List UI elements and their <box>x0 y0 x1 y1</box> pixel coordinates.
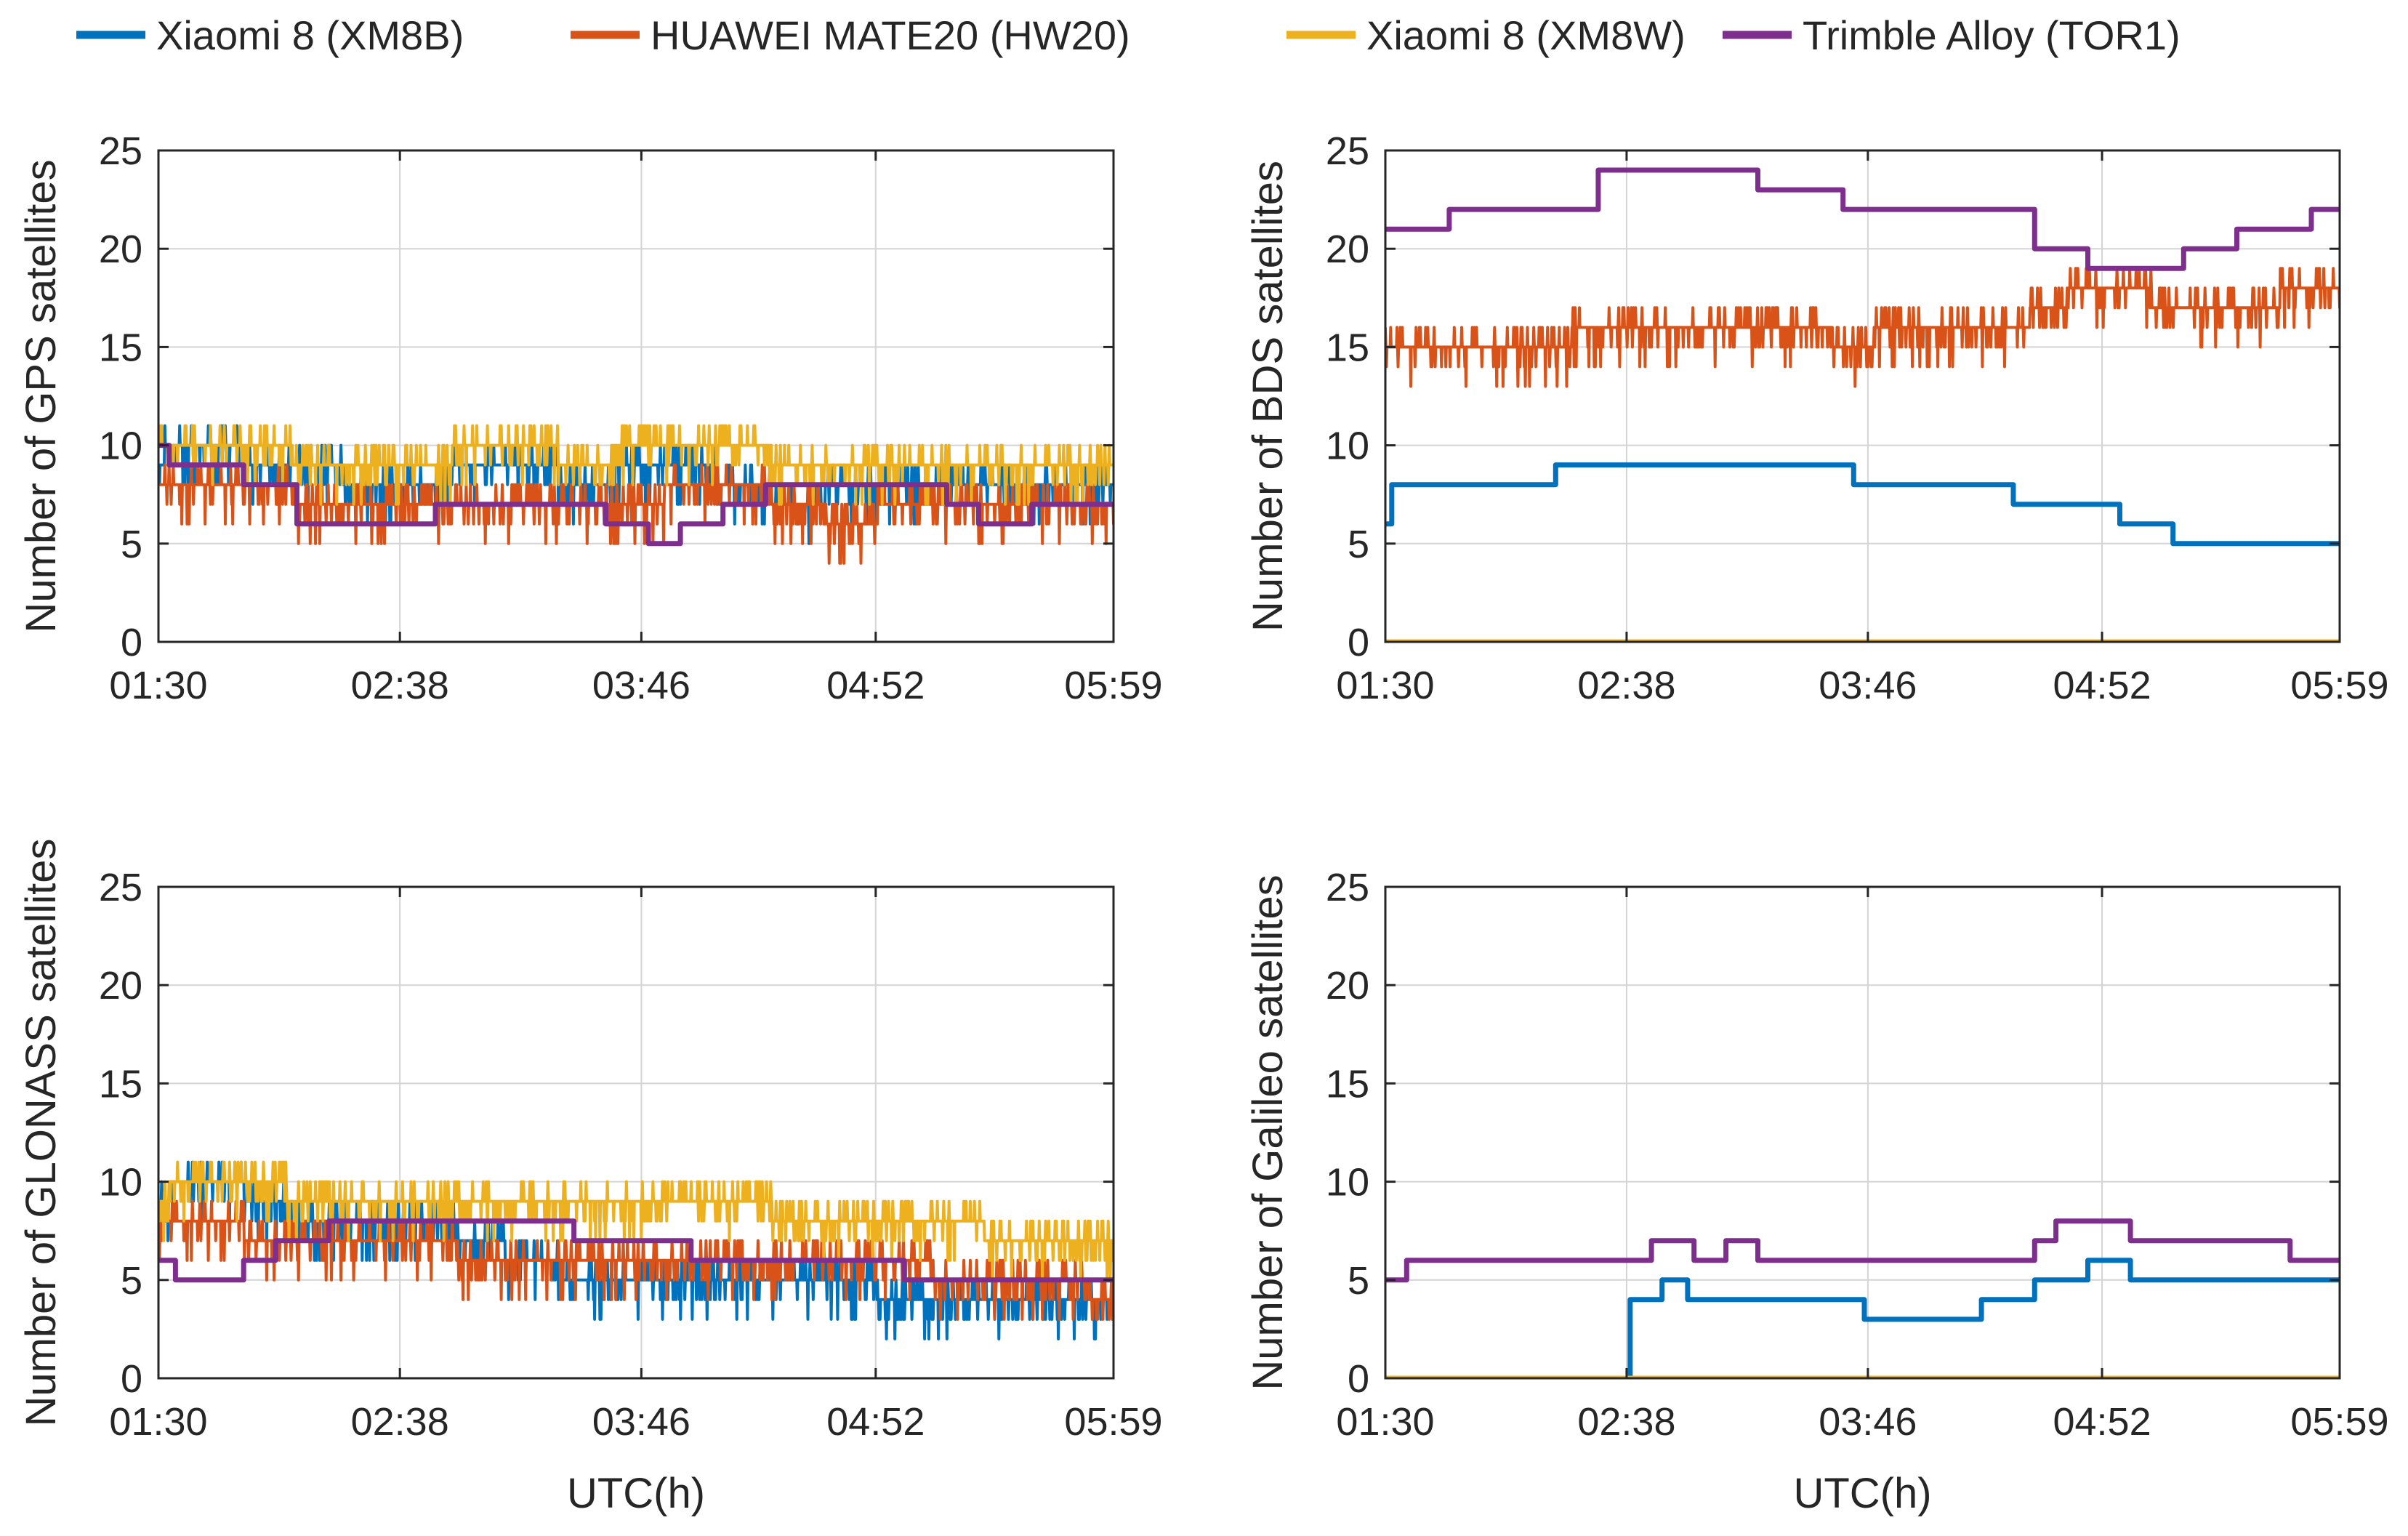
legend-label-xm8w: Xiaomi 8 (XM8W) <box>1366 12 1686 58</box>
gps-y-tick-label: 20 <box>99 228 142 271</box>
gps-axes-box <box>157 149 1115 643</box>
galileo-y-axis-label: Number of Galileo satellites <box>1244 874 1292 1390</box>
galileo-y-tick-label: 10 <box>1326 1161 1369 1205</box>
galileo-axes-box <box>1384 885 2341 1380</box>
gps-x-tick-label: 01:30 <box>109 664 207 707</box>
gps-series-xiaomi-8-xm8w <box>158 424 1114 506</box>
glonass-series-trimble-alloy-tor1 <box>158 1218 1114 1283</box>
glonass-x-tick-label: 02:38 <box>351 1400 449 1444</box>
galileo-y-tick-label: 5 <box>1348 1259 1369 1303</box>
gps-y-tick-label: 10 <box>99 425 142 468</box>
glonass-axes-box <box>157 885 1115 1380</box>
gps-panel: 01:30 02:38 03:46 04:52 05:59 0 5 10 15 20 25 Numbe… <box>17 129 1163 707</box>
gps-x-tick-label: 05:59 <box>1064 664 1162 707</box>
galileo-x-tick-label: 05:59 <box>2290 1400 2388 1444</box>
glonass-series-xiaomi-8-xm8w <box>158 1160 1114 1282</box>
gps-series-trimble-alloy-tor1 <box>158 443 1114 547</box>
glonass-y-tick-label: 15 <box>99 1062 142 1106</box>
galileo-x-tick-label: 03:46 <box>1819 1400 1917 1444</box>
gps-x-tick-label: 03:46 <box>592 664 690 707</box>
bds-x-tick-label: 05:59 <box>2290 664 2388 707</box>
bds-y-tick-label: 5 <box>1348 523 1369 566</box>
galileo-y-tick-label: 15 <box>1326 1062 1369 1106</box>
glonass-x-tick-label: 01:30 <box>109 1400 207 1444</box>
bds-y-tick-label: 25 <box>1326 129 1369 173</box>
glonass-y-tick-label: 10 <box>99 1161 142 1205</box>
galileo-series-trimble-alloy-tor1 <box>1385 1218 2340 1283</box>
bds-y-tick-label: 15 <box>1326 326 1369 369</box>
bds-panel: 01:30 02:38 03:46 04:52 05:59 0 5 10 15 20 25 Numbe… <box>1244 129 2389 707</box>
gps-y-tick-label: 15 <box>99 326 142 369</box>
bds-axes-box <box>1384 149 2341 643</box>
glonass-panel: 01:30 02:38 03:46 04:52 05:59 0 5 10 15 20 25 Numbe… <box>17 838 1163 1517</box>
galileo-y-tick-label: 25 <box>1326 866 1369 909</box>
galileo-x-axis-label: UTC(h) <box>1793 1470 1931 1517</box>
galileo-y-tick-label: 0 <box>1348 1357 1369 1401</box>
legend-label-xm8b: Xiaomi 8 (XM8B) <box>156 12 464 58</box>
galileo-y-tick-label: 20 <box>1326 964 1369 1008</box>
gps-plot-area <box>158 150 1114 642</box>
gps-x-tick-label: 04:52 <box>826 664 925 707</box>
gps-y-tick-label: 25 <box>99 129 142 173</box>
gps-x-tick-label: 02:38 <box>351 664 449 707</box>
gps-y-axis-label: Number of GPS satellites <box>17 159 65 632</box>
glonass-x-tick-label: 04:52 <box>826 1400 925 1444</box>
bds-series-trimble-alloy-tor1 <box>1385 167 2340 271</box>
bds-plot-area <box>1385 150 2340 642</box>
bds-series-xiaomi-8-xm8b <box>1385 462 2340 547</box>
legend: Xiaomi 8 (XM8B) HUAWEI MATE20 (HW20) Xia… <box>76 12 2181 58</box>
bds-series-huawei-mate20-hw20 <box>1385 267 2340 388</box>
gps-y-tick-label: 0 <box>121 621 142 664</box>
bds-x-tick-label: 01:30 <box>1336 664 1434 707</box>
glonass-y-tick-label: 25 <box>99 866 142 909</box>
legend-label-tor1: Trimble Alloy (TOR1) <box>1803 12 2181 58</box>
bds-y-axis-label: Number of BDS satellites <box>1244 161 1292 632</box>
galileo-x-tick-label: 01:30 <box>1336 1400 1434 1444</box>
glonass-y-tick-label: 20 <box>99 964 142 1008</box>
glonass-y-axis-label: Number of GLONASS satellites <box>17 838 65 1426</box>
gps-series-group <box>158 424 1114 565</box>
glonass-x-tick-label: 05:59 <box>1064 1400 1162 1444</box>
galileo-plot-area <box>1385 887 2340 1378</box>
bds-x-tick-label: 03:46 <box>1819 664 1917 707</box>
legend-label-hw20: HUAWEI MATE20 (HW20) <box>651 12 1130 58</box>
glonass-y-tick-label: 5 <box>121 1259 142 1303</box>
glonass-x-tick-label: 03:46 <box>592 1400 690 1444</box>
gps-y-tick-label: 5 <box>121 523 142 566</box>
bds-series-group <box>1385 167 2340 642</box>
glonass-x-axis-label: UTC(h) <box>567 1470 705 1517</box>
galileo-panel: 01:30 02:38 03:46 04:52 05:59 0 5 10 15 20 25 Numbe… <box>1244 866 2389 1517</box>
bds-y-tick-label: 20 <box>1326 228 1369 271</box>
bds-x-tick-label: 02:38 <box>1577 664 1675 707</box>
galileo-x-tick-label: 04:52 <box>2053 1400 2151 1444</box>
galileo-x-tick-label: 02:38 <box>1577 1400 1675 1444</box>
glonass-y-tick-label: 0 <box>121 1357 142 1401</box>
glonass-series-group <box>158 1160 1114 1340</box>
bds-y-tick-label: 10 <box>1326 425 1369 468</box>
galileo-series-group <box>1385 1218 2340 1378</box>
bds-y-tick-label: 0 <box>1348 621 1369 664</box>
bds-x-tick-label: 04:52 <box>2053 664 2151 707</box>
galileo-series-xiaomi-8-xm8b <box>1385 1258 2340 1378</box>
